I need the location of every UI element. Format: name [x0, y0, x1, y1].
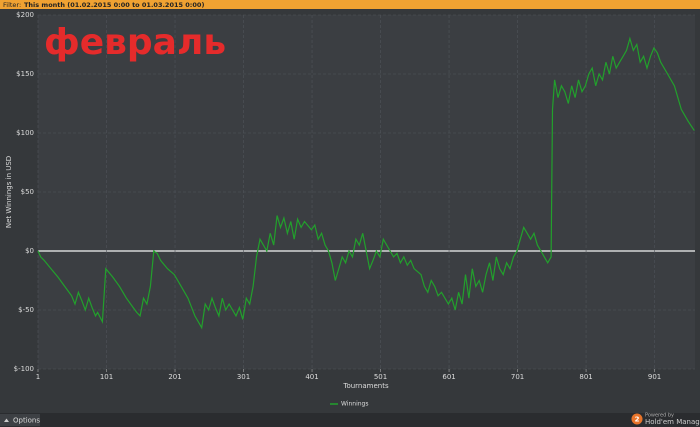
x-tick-label: 1 — [36, 373, 40, 381]
y-tick-label: $-50 — [18, 306, 34, 314]
y-tick-label: $-100 — [14, 365, 34, 373]
y-tick-label: $50 — [21, 188, 34, 196]
x-tick-label: 401 — [305, 373, 318, 381]
filter-text[interactable]: This month (01.02.2015 0:00 to 01.03.201… — [24, 1, 204, 9]
options-label[interactable]: Options — [13, 417, 40, 425]
brand-badge — [631, 413, 643, 425]
x-tick-label: 601 — [442, 373, 455, 381]
y-axis-label: Net Winnings in USD — [5, 156, 13, 228]
x-tick-label: 301 — [237, 373, 250, 381]
bottom-bar — [0, 413, 700, 427]
y-tick-label: $0 — [25, 247, 34, 255]
brand: Hold'em Manager — [645, 418, 700, 426]
plot-area — [38, 15, 695, 369]
brand-badge-text: 2 — [635, 416, 640, 424]
options-button[interactable] — [0, 414, 40, 426]
filter-label: Filter: — [3, 1, 21, 9]
line — [37, 36, 695, 330]
x-axis-label: Tournaments — [342, 382, 389, 390]
y-tick-label: $200 — [16, 11, 34, 19]
x-tick-label: 801 — [579, 373, 592, 381]
legend-label: Winnings — [341, 401, 368, 408]
x-tick-label: 901 — [648, 373, 661, 381]
filter-bar — [0, 0, 700, 9]
x-tick-label: 501 — [374, 373, 387, 381]
options-icon — [4, 418, 9, 422]
y-tick-label: $100 — [16, 129, 34, 137]
annotation: февраль — [44, 22, 226, 63]
x-tick-label: 101 — [100, 373, 113, 381]
y-tick-label: $150 — [16, 70, 34, 78]
x-tick-label: 701 — [511, 373, 524, 381]
powered-by: Powered by — [645, 413, 674, 419]
x-tick-label: 201 — [168, 373, 181, 381]
